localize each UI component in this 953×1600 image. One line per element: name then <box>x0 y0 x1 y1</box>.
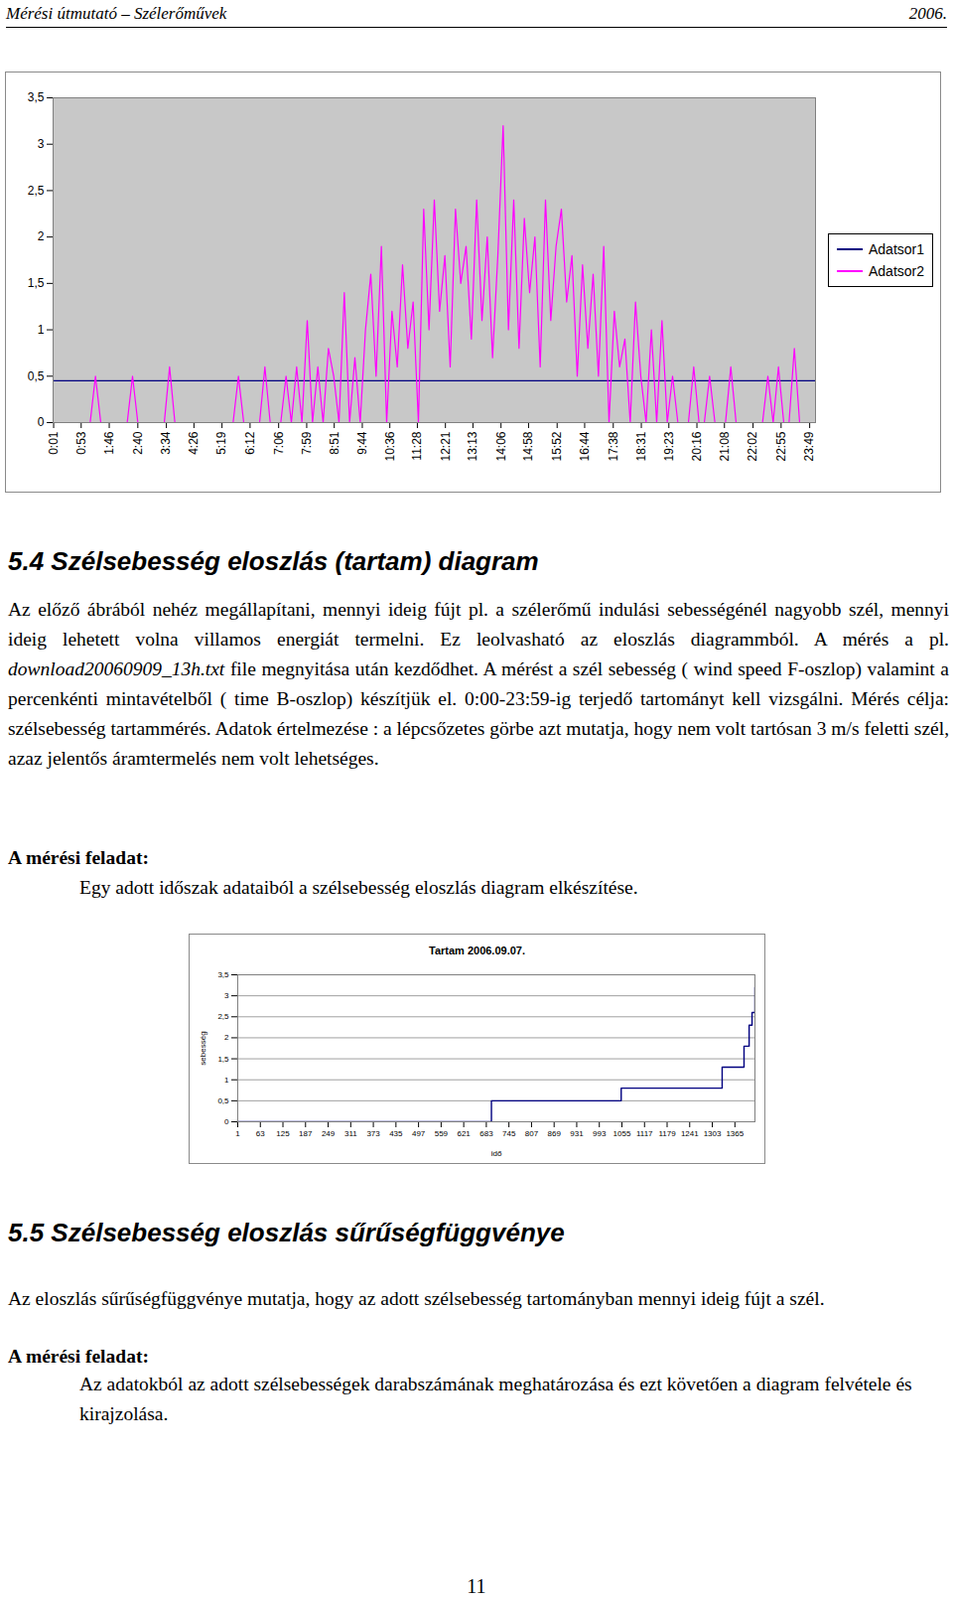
html-text:download20060909_13h.txt file: download20060909_13h.txt file megnyitása… <box>7 658 950 769</box>
svg-text:16:44: 16:44 <box>577 430 592 461</box>
html-text:Adatsor1: Adatsor1 <box>868 241 925 258</box>
svg-text:5:19: 5:19 <box>214 430 229 455</box>
html-text:Adatsor2: Adatsor2 <box>868 263 925 279</box>
svg-text:15:52: 15:52 <box>549 430 564 461</box>
html-text:Az előző ábrából nehéz megálla: Az előző ábrából nehéz megállapítani, me… <box>7 598 950 650</box>
svg-text:1241: 1241 <box>680 1128 699 1138</box>
svg-text:1: 1 <box>37 322 45 337</box>
svg-text:3: 3 <box>37 136 45 151</box>
svg-text:0,5: 0,5 <box>27 369 45 384</box>
svg-text:0:53: 0:53 <box>74 430 89 455</box>
svg-text:373: 373 <box>366 1128 381 1138</box>
svg-text:683: 683 <box>479 1128 494 1138</box>
svg-text:9:44: 9:44 <box>355 430 370 455</box>
svg-text:6:12: 6:12 <box>243 430 258 455</box>
svg-text:745: 745 <box>502 1128 517 1138</box>
svg-text:13:13: 13:13 <box>465 430 480 461</box>
svg-text:1: 1 <box>224 1075 230 1085</box>
svg-text:125: 125 <box>275 1128 290 1138</box>
svg-text:63: 63 <box>256 1128 266 1138</box>
svg-text:2: 2 <box>37 229 45 244</box>
svg-text:249: 249 <box>321 1128 336 1138</box>
html-text:Tartam 2006.09.07.: Tartam 2006.09.07. <box>428 944 526 956</box>
svg-text:0:01: 0:01 <box>46 430 61 455</box>
html-text:2006.: 2006. <box>909 3 948 23</box>
svg-text:2:40: 2:40 <box>131 430 145 455</box>
svg-text:sebesség: sebesség <box>198 1030 208 1065</box>
html-text:A mérési feladat:: A mérési feladat: <box>7 1345 149 1366</box>
svg-text:18:31: 18:31 <box>634 430 649 461</box>
svg-text:22:02: 22:02 <box>745 430 760 461</box>
html-text:5.5 Szélsebesség eloszlás sűrű: 5.5 Szélsebesség eloszlás sűrűségfüggvén… <box>7 1217 565 1247</box>
svg-text:12:21: 12:21 <box>438 430 453 461</box>
svg-text:1303: 1303 <box>703 1128 722 1138</box>
svg-text:17:38: 17:38 <box>606 430 621 461</box>
svg-text:807: 807 <box>525 1128 540 1138</box>
svg-text:1:46: 1:46 <box>102 430 117 455</box>
svg-text:10:36: 10:36 <box>383 430 398 461</box>
svg-text:497: 497 <box>411 1128 426 1138</box>
html-text:A mérési feladat:: A mérési feladat: <box>7 846 149 868</box>
svg-text:0: 0 <box>224 1116 230 1126</box>
svg-text:931: 931 <box>569 1128 584 1138</box>
svg-text:1,5: 1,5 <box>27 275 45 290</box>
svg-text:23:49: 23:49 <box>802 430 817 461</box>
svg-text:3:34: 3:34 <box>158 430 173 455</box>
svg-text:8:51: 8:51 <box>327 430 342 455</box>
svg-text:14:06: 14:06 <box>494 430 509 461</box>
svg-text:11:28: 11:28 <box>409 430 424 460</box>
svg-text:187: 187 <box>298 1128 313 1138</box>
svg-text:22:55: 22:55 <box>774 430 789 461</box>
svg-text:1117: 1117 <box>636 1128 654 1138</box>
svg-text:2,5: 2,5 <box>27 183 45 198</box>
svg-text:2: 2 <box>224 1032 230 1042</box>
html-text:Mérési útmutató – Szélerőművek: Mérési útmutató – Szélerőművek <box>5 3 227 23</box>
html-text:Az eloszlás sűrűségfüggvénye m: Az eloszlás sűrűségfüggvénye mutatja, ho… <box>7 1287 825 1309</box>
svg-text:idő: idő <box>491 1148 503 1158</box>
svg-text:1,5: 1,5 <box>217 1054 230 1064</box>
svg-text:1: 1 <box>235 1128 241 1138</box>
html-text:Az adatokból az adott szélsebe: Az adatokból az adott szélsebességek dar… <box>79 1372 913 1424</box>
svg-text:19:23: 19:23 <box>662 430 677 461</box>
svg-text:869: 869 <box>547 1128 562 1138</box>
svg-text:14:58: 14:58 <box>521 430 536 461</box>
svg-text:3,5: 3,5 <box>217 969 230 979</box>
svg-text:311: 311 <box>344 1128 358 1138</box>
svg-text:435: 435 <box>389 1128 404 1138</box>
svg-text:0: 0 <box>37 414 45 429</box>
html-text:Egy adott időszak adataiból a: Egy adott időszak adataiból a szélsebess… <box>79 876 638 898</box>
svg-text:21:08: 21:08 <box>717 430 732 461</box>
svg-text:1365: 1365 <box>725 1128 744 1138</box>
html-text:5.4 Szélsebesség eloszlás (tar: 5.4 Szélsebesség eloszlás (tartam) diagr… <box>7 545 539 576</box>
html-text:11: 11 <box>466 1574 487 1597</box>
svg-text:3,5: 3,5 <box>27 90 45 105</box>
svg-text:7:59: 7:59 <box>299 430 314 455</box>
svg-text:1179: 1179 <box>658 1128 677 1138</box>
svg-text:993: 993 <box>592 1128 607 1138</box>
svg-text:3: 3 <box>224 990 230 1000</box>
svg-text:1055: 1055 <box>613 1128 632 1138</box>
svg-text:621: 621 <box>456 1128 471 1138</box>
svg-text:4:26: 4:26 <box>186 430 201 455</box>
svg-text:559: 559 <box>434 1128 449 1138</box>
svg-text:2,5: 2,5 <box>217 1011 230 1021</box>
svg-text:7:06: 7:06 <box>272 430 286 455</box>
svg-text:0,5: 0,5 <box>217 1095 230 1105</box>
svg-text:20:16: 20:16 <box>689 430 704 461</box>
